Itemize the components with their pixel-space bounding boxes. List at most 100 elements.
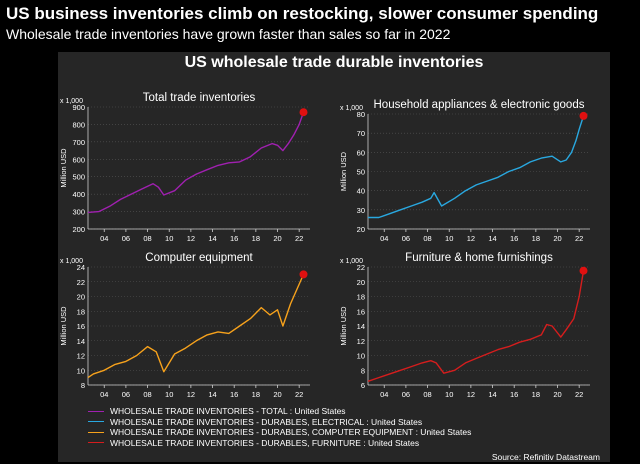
x-tick-label: 12 [187,390,195,399]
legend-item-computer: WHOLESALE TRADE INVENTORIES - DURABLES, … [88,427,471,438]
chart-3: Computer equipment x 1,000 Million USD 8 10 1… [59,252,310,399]
legend-item-total: WHOLESALE TRADE INVENTORIES - TOTAL : Un… [88,406,471,417]
x-tick-label: 14 [208,390,216,399]
legend-label: WHOLESALE TRADE INVENTORIES - DURABLES, … [110,427,472,437]
y-tick-label: 500 [72,173,85,182]
y-tick-label: 20 [77,293,85,302]
chart-title: Household appliances & electronic goods [374,99,585,111]
charts-svg: Total trade inventories x 1,000 Million US… [59,92,590,399]
x-tick-label: 20 [273,234,281,243]
legend-swatch [88,431,104,433]
scale-note: x 1,000 [340,105,363,112]
source-note: Source: Refinitiv Datastream [491,452,600,462]
x-tick-label: 08 [423,234,431,243]
x-tick-label: 04 [100,390,108,399]
y-tick-label: 12 [357,337,365,346]
y-tick-label: 22 [77,278,85,287]
x-tick-label: 22 [295,390,303,399]
legend-item-furniture: WHOLESALE TRADE INVENTORIES - DURABLES, … [88,438,471,449]
scale-note: x 1,000 [340,258,363,265]
y-tick-label: 6 [361,381,365,390]
y-tick-label: 80 [357,110,365,119]
x-tick-label: 10 [445,234,453,243]
y-tick-label: 12 [77,352,85,361]
x-tick-label: 18 [252,390,260,399]
y-tick-label: 300 [72,208,85,217]
y-tick-label: 16 [357,307,365,316]
x-tick-label: 10 [165,390,173,399]
chart-panel: US wholesale trade durable inventories T… [58,52,610,462]
x-tick-label: 10 [445,390,453,399]
x-tick-label: 06 [122,234,130,243]
legend-swatch [88,421,104,423]
x-tick-label: 04 [100,234,108,243]
x-tick-label: 16 [230,390,238,399]
y-tick-label: 24 [77,263,85,272]
legend: WHOLESALE TRADE INVENTORIES - TOTAL : Un… [88,406,471,448]
y-tick-label: 70 [357,129,365,138]
chart-4: Furniture & home furnishings x 1,000 Milli… [339,252,590,399]
y-tick-label: 700 [72,138,85,147]
y-tick-label: 200 [72,225,85,234]
x-tick-label: 08 [423,390,431,399]
x-tick-label: 04 [380,234,388,243]
y-tick-label: 18 [357,293,365,302]
last-value-marker [579,111,588,120]
last-value-marker [579,266,588,275]
y-axis-label: Million USD [339,306,348,346]
y-tick-label: 20 [357,225,365,234]
legend-swatch [88,442,104,444]
x-tick-label: 04 [380,390,388,399]
x-tick-label: 18 [532,390,540,399]
scale-note: x 1,000 [60,258,83,265]
y-tick-label: 800 [72,120,85,129]
y-tick-label: 16 [77,322,85,331]
x-tick-label: 12 [467,390,475,399]
x-tick-label: 20 [273,390,281,399]
y-tick-label: 8 [81,381,85,390]
y-tick-label: 10 [77,366,85,375]
chart-2: Household appliances & electronic goods x… [339,99,590,243]
last-value-marker [299,270,308,279]
y-tick-label: 60 [357,148,365,157]
x-tick-label: 06 [402,390,410,399]
y-axis-label: Million USD [59,306,68,346]
x-tick-label: 06 [122,390,130,399]
chart-1: Total trade inventories x 1,000 Million US… [59,92,310,243]
legend-label: WHOLESALE TRADE INVENTORIES - DURABLES, … [110,416,423,427]
y-tick-label: 40 [357,187,365,196]
y-tick-label: 10 [357,352,365,361]
y-tick-label: 14 [77,337,85,346]
x-tick-label: 20 [553,234,561,243]
x-tick-label: 14 [488,390,496,399]
y-tick-label: 18 [77,307,85,316]
chart-title: Furniture & home furnishings [405,252,553,264]
y-tick-label: 400 [72,190,85,199]
y-tick-label: 14 [357,322,365,331]
scale-note: x 1,000 [60,98,83,105]
x-tick-label: 18 [252,234,260,243]
x-tick-label: 16 [230,234,238,243]
x-tick-label: 12 [467,234,475,243]
series-line [87,274,305,379]
x-tick-label: 16 [510,390,518,399]
x-tick-label: 08 [143,234,151,243]
headline: US business inventories climb on restock… [6,4,599,23]
y-axis-label: Million USD [339,151,348,191]
x-tick-label: 20 [553,390,561,399]
subheadline: Wholesale trade inventories have grown f… [6,26,451,42]
x-tick-label: 08 [143,390,151,399]
y-axis-label: Million USD [59,148,68,188]
x-tick-label: 16 [510,234,518,243]
x-tick-label: 22 [295,234,303,243]
chart-title: Computer equipment [145,252,253,264]
legend-label: WHOLESALE TRADE INVENTORIES - DURABLES, … [110,437,420,448]
y-tick-label: 20 [357,278,365,287]
chart-title: Total trade inventories [143,92,256,104]
series-line [368,115,585,219]
legend-label: WHOLESALE TRADE INVENTORIES - TOTAL : Un… [110,406,346,416]
y-tick-label: 50 [357,168,365,177]
series-line [367,270,585,382]
x-tick-label: 10 [165,234,173,243]
series-line [87,111,305,214]
